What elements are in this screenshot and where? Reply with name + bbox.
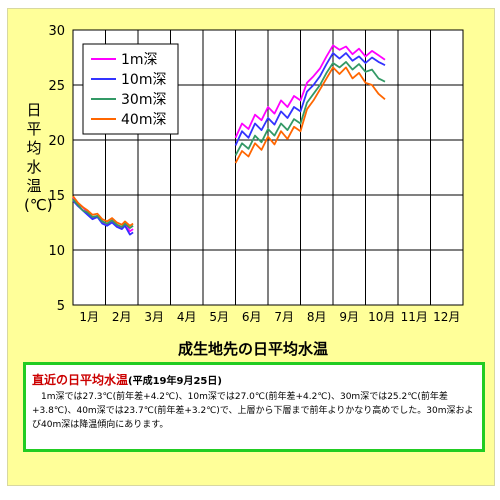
x-tick-label: 12月 (433, 310, 460, 324)
series-line (72, 198, 134, 229)
chart-panel: 5 10 15 20 25 30 1月 2月 3月 4月 5月 6月 7月 8月 9月 10月 11月 12月 1… (7, 8, 495, 486)
x-tick-label: 10月 (368, 310, 395, 324)
series-line (234, 44, 386, 139)
x-tick-label: 8月 (307, 310, 327, 324)
series-line (72, 195, 134, 227)
x-tick-label: 7月 (274, 310, 294, 324)
y-tick-label: 25 (48, 79, 65, 94)
legend-label: 10m深 (121, 72, 166, 88)
x-tick-label: 3月 (144, 310, 164, 324)
note-body: 1m深では27.3℃(前年差+4.2℃)、10m深では27.0℃(前年差+4.2… (32, 392, 474, 430)
note-box: 直近の日平均水温(平成19年9月25日) 1m深では27.3℃(前年差+4.2℃… (23, 362, 485, 452)
legend-label: 30m深 (121, 92, 166, 108)
series-line (234, 52, 386, 146)
x-axis-title: 成生地先の日平均水温 (178, 340, 329, 358)
y-tick-label: 5 (57, 299, 65, 314)
x-tick-label: 1月 (79, 310, 99, 324)
series-line (234, 61, 386, 156)
x-tick-label: 6月 (242, 310, 262, 324)
y-axis-label: 日平均水温(℃) (24, 101, 53, 214)
y-tick-label: 10 (48, 244, 65, 259)
chart-svg: 5 10 15 20 25 30 1月 2月 3月 4月 5月 6月 7月 8月 9月 10月 11月 12月 1… (48, 24, 464, 324)
x-tick-label: 2月 (112, 310, 132, 324)
y-tick-label: 20 (48, 134, 65, 149)
x-tick-label: 9月 (339, 310, 359, 324)
x-tick-label: 11月 (401, 310, 428, 324)
legend-label: 40m深 (121, 112, 166, 128)
y-tick-label: 30 (48, 24, 65, 39)
y-tick-label: 15 (48, 189, 65, 204)
x-tick-label: 4月 (177, 310, 197, 324)
note-title: 直近の日平均水温 (32, 373, 129, 387)
note-date: (平成19年9月25日) (128, 376, 222, 387)
series-line (234, 66, 386, 164)
legend-label: 1m深 (121, 52, 158, 68)
x-tick-label: 5月 (209, 310, 229, 324)
